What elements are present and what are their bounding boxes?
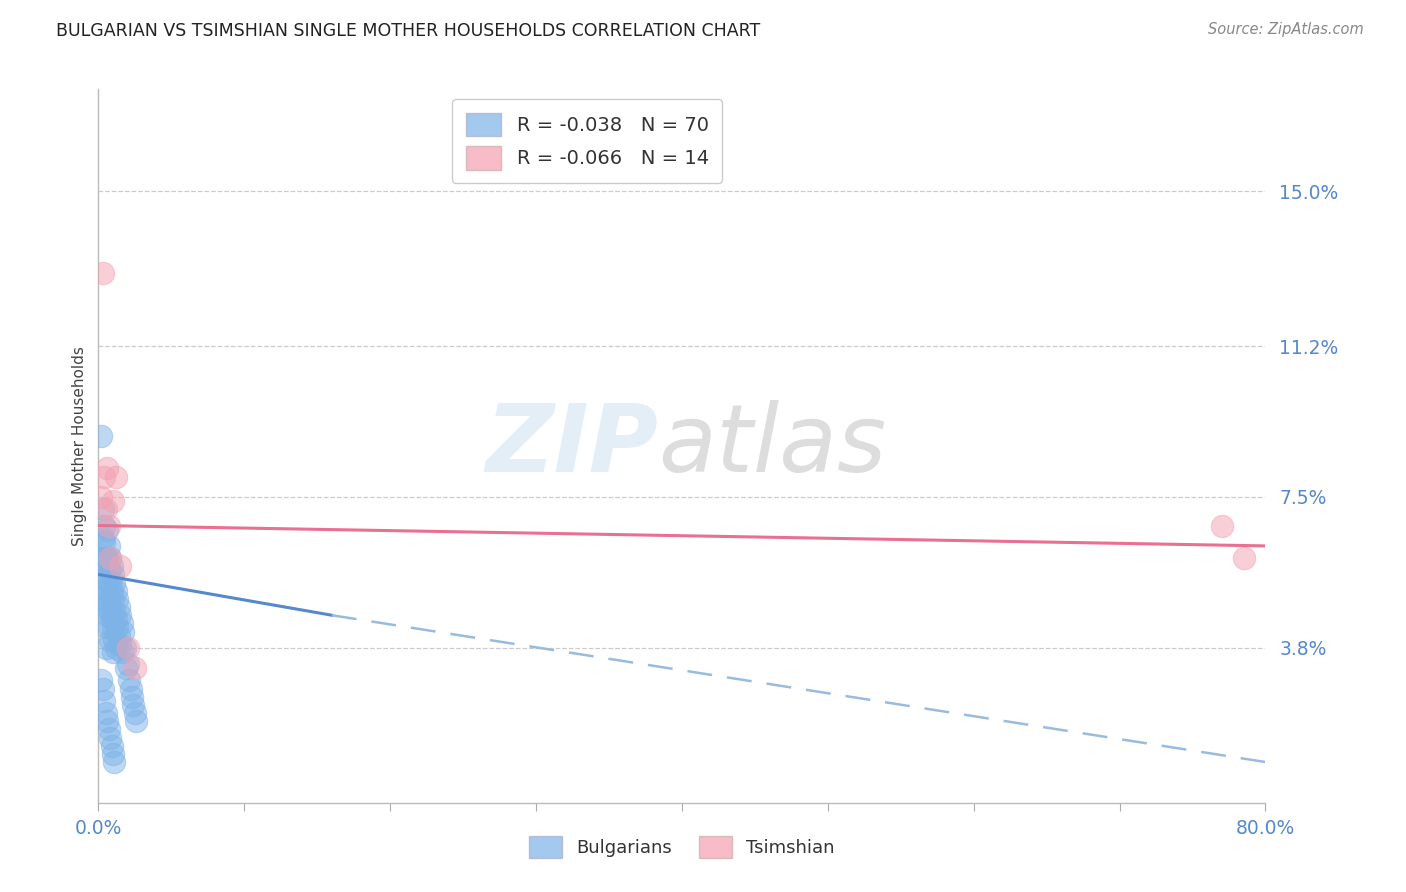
Point <box>110 608 132 623</box>
Point <box>94 502 117 516</box>
Point <box>98 551 121 566</box>
Point <box>104 583 127 598</box>
Legend: Bulgarians, Tsimshian: Bulgarians, Tsimshian <box>522 829 842 865</box>
Point <box>90 551 112 566</box>
Point <box>93 583 115 598</box>
Point <box>108 600 131 615</box>
Point <box>93 518 115 533</box>
Point <box>103 575 125 590</box>
Point <box>104 640 127 655</box>
Text: atlas: atlas <box>658 401 887 491</box>
Point <box>1211 518 1233 533</box>
Point <box>100 739 122 753</box>
Point <box>105 591 128 606</box>
Point <box>101 645 124 659</box>
Point <box>89 591 111 606</box>
Point <box>117 657 139 672</box>
Point <box>100 583 122 598</box>
Point <box>100 559 122 574</box>
Point <box>125 714 148 729</box>
Point <box>94 620 117 634</box>
Point <box>91 681 114 696</box>
Point <box>94 640 117 655</box>
Point <box>97 563 120 577</box>
Point <box>98 575 121 590</box>
Point <box>121 690 143 704</box>
Point <box>97 620 120 634</box>
Point <box>101 567 124 582</box>
Point <box>104 612 127 626</box>
Point <box>97 723 120 737</box>
Point <box>91 531 114 545</box>
Point <box>93 534 115 549</box>
Point <box>101 747 124 761</box>
Point <box>91 600 114 615</box>
Point <box>98 604 121 618</box>
Point <box>112 624 135 639</box>
Point <box>103 755 125 769</box>
Y-axis label: Single Mother Households: Single Mother Households <box>72 346 87 546</box>
Point <box>93 559 115 574</box>
Point <box>98 551 121 566</box>
Point <box>101 494 124 508</box>
Point <box>110 637 132 651</box>
Point <box>91 559 114 574</box>
Text: ZIP: ZIP <box>485 400 658 492</box>
Point <box>96 551 118 566</box>
Point <box>114 640 136 655</box>
Point <box>122 698 145 712</box>
Point <box>96 580 118 594</box>
Point <box>91 266 114 280</box>
Point <box>124 661 146 675</box>
Point <box>90 429 112 443</box>
Point <box>94 600 117 615</box>
Point <box>98 632 121 647</box>
Point <box>111 616 134 631</box>
Point <box>90 490 112 504</box>
Point <box>104 469 127 483</box>
Point <box>101 620 124 634</box>
Text: Source: ZipAtlas.com: Source: ZipAtlas.com <box>1208 22 1364 37</box>
Point <box>93 694 115 708</box>
Point <box>108 629 131 643</box>
Point <box>100 612 122 626</box>
Point <box>97 539 120 553</box>
Point <box>96 714 118 729</box>
Point <box>1232 551 1254 566</box>
Point <box>105 620 128 634</box>
Point <box>117 640 139 655</box>
Point <box>111 645 134 659</box>
Point <box>96 461 118 475</box>
Point <box>110 559 132 574</box>
Point <box>124 706 146 720</box>
Point <box>118 673 141 688</box>
Point <box>97 518 120 533</box>
Point <box>91 502 114 516</box>
Point <box>96 608 118 623</box>
Point <box>120 681 142 696</box>
Point <box>90 572 112 586</box>
Point <box>94 706 117 720</box>
Point <box>90 673 112 688</box>
Point <box>97 591 120 606</box>
Point <box>93 469 115 483</box>
Point <box>94 572 117 586</box>
Text: BULGARIAN VS TSIMSHIAN SINGLE MOTHER HOUSEHOLDS CORRELATION CHART: BULGARIAN VS TSIMSHIAN SINGLE MOTHER HOU… <box>56 22 761 40</box>
Point <box>115 661 138 675</box>
Point <box>103 604 125 618</box>
Point <box>98 731 121 745</box>
Point <box>101 591 124 606</box>
Point <box>103 632 125 647</box>
Point <box>94 551 117 566</box>
Point <box>96 523 118 537</box>
